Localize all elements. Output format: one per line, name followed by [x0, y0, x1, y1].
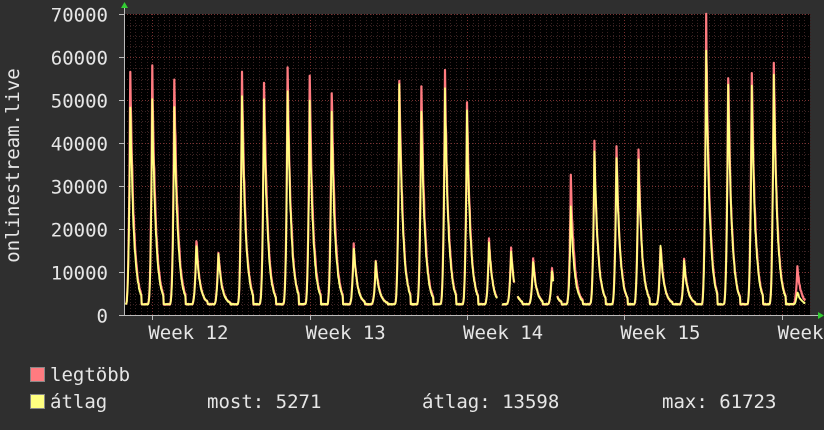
legend-item-avg: átlag	[30, 391, 107, 413]
y-axis-label: onlinestream.live	[2, 68, 24, 262]
stat-current-label: most:	[207, 391, 265, 413]
legend-label-max: legtöbb	[50, 364, 131, 386]
stat-current-value: 5271	[275, 391, 322, 413]
x-axis-arrow	[818, 312, 824, 319]
x-tick-label: Week 16	[778, 322, 824, 344]
y-tick-label: 20000	[51, 220, 108, 242]
y-tick-label: 0	[97, 306, 108, 328]
y-tick-label: 50000	[51, 91, 108, 113]
y-axis-arrow	[121, 2, 128, 8]
stat-average-label: átlag:	[422, 391, 491, 413]
y-tick-label: 30000	[51, 177, 108, 199]
stat-max: max: 61723	[662, 391, 776, 413]
legend-swatch-avg	[30, 394, 45, 409]
stat-max-value: 61723	[719, 391, 777, 413]
x-tick-label: Week 14	[463, 322, 543, 344]
series-line-avg	[124, 49, 806, 306]
legend-item-max: legtöbb	[30, 364, 130, 386]
y-tick-label: 60000	[51, 48, 108, 70]
x-tick-label: Week 12	[148, 322, 228, 344]
x-tick-label: Week 13	[306, 322, 386, 344]
y-tick-label: 40000	[51, 134, 108, 156]
stat-max-label: max:	[662, 391, 708, 413]
stat-current: most: 5271	[207, 391, 321, 413]
y-tick-label: 70000	[51, 5, 108, 27]
stat-average: átlag: 13598	[422, 391, 559, 413]
legend-label-avg: átlag	[50, 391, 108, 413]
stat-average-value: 13598	[502, 391, 560, 413]
x-tick-label: Week 15	[620, 322, 700, 344]
legend-swatch-max	[30, 367, 45, 382]
y-tick-label: 10000	[51, 263, 108, 285]
